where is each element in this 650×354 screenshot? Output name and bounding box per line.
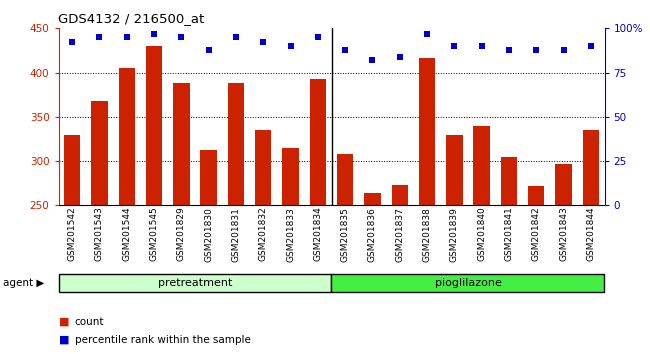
Bar [582, 130, 599, 205]
Bar [391, 185, 408, 205]
Bar [146, 46, 162, 205]
Point [203, 47, 214, 52]
Bar [227, 83, 244, 205]
Bar [337, 154, 354, 205]
Text: GDS4132 / 216500_at: GDS4132 / 216500_at [58, 12, 205, 25]
Point [531, 47, 541, 52]
Text: ■: ■ [58, 335, 69, 345]
Point [422, 31, 432, 36]
Point [122, 34, 132, 40]
Point [285, 43, 296, 49]
Point [67, 40, 77, 45]
Text: agent ▶: agent ▶ [3, 278, 45, 288]
Bar [118, 68, 135, 205]
Bar [473, 126, 490, 205]
Point [149, 31, 159, 36]
Point [94, 34, 105, 40]
Point [558, 47, 569, 52]
Text: pretreatment: pretreatment [158, 278, 232, 288]
Bar [364, 193, 381, 205]
Bar [91, 101, 108, 205]
Point [231, 34, 241, 40]
Point [258, 40, 268, 45]
Point [313, 34, 323, 40]
Bar [528, 186, 545, 205]
Text: ■: ■ [58, 317, 69, 327]
Text: percentile rank within the sample: percentile rank within the sample [75, 335, 251, 345]
Point [367, 57, 378, 63]
Bar [173, 83, 190, 205]
Point [504, 47, 514, 52]
Bar [500, 156, 517, 205]
Bar [446, 135, 463, 205]
Bar [419, 58, 436, 205]
Point [449, 43, 460, 49]
Point [395, 54, 405, 59]
Bar [255, 130, 272, 205]
Bar [200, 150, 217, 205]
Bar [64, 135, 81, 205]
Text: count: count [75, 317, 104, 327]
Point [586, 43, 596, 49]
Point [476, 43, 487, 49]
Text: pioglilazone: pioglilazone [435, 278, 501, 288]
Point [176, 34, 187, 40]
Bar [309, 79, 326, 205]
Point [340, 47, 350, 52]
Bar [555, 164, 572, 205]
Bar [282, 148, 299, 205]
